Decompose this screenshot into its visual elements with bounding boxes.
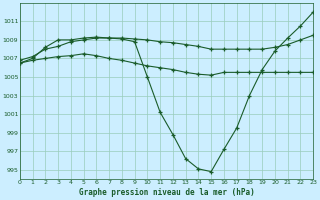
X-axis label: Graphe pression niveau de la mer (hPa): Graphe pression niveau de la mer (hPa) [79,188,254,197]
